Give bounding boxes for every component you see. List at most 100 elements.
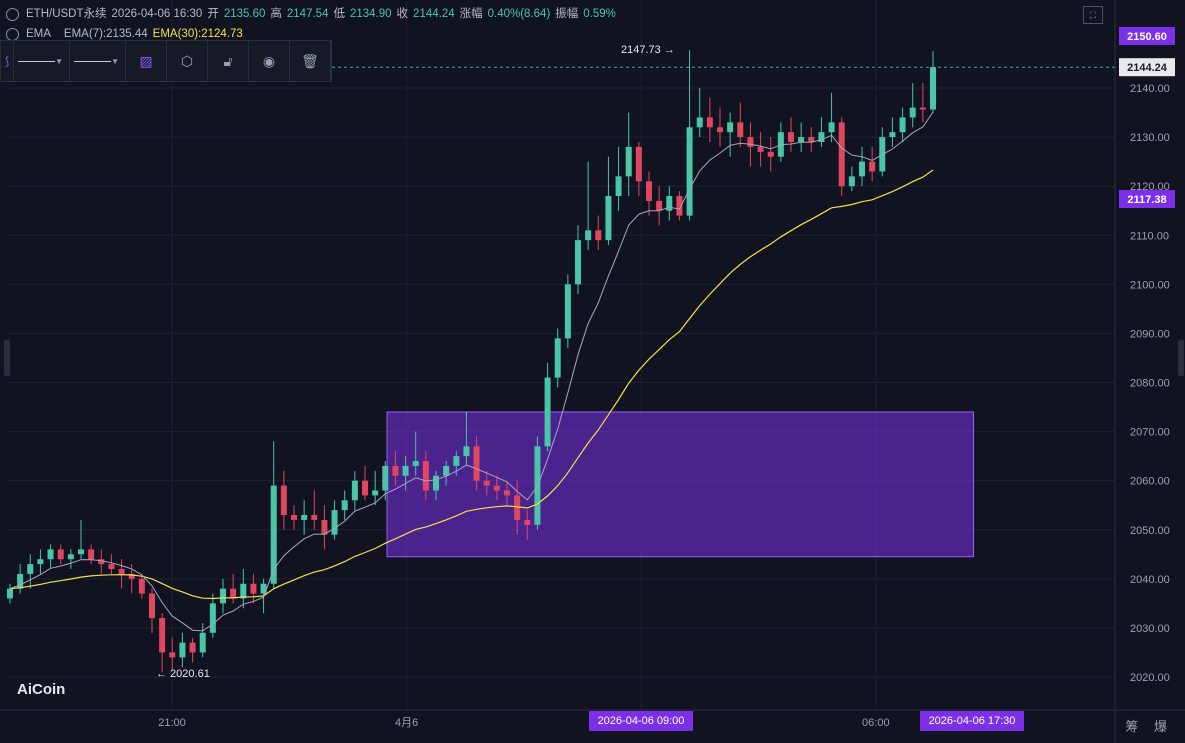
- chevron-down-icon: ▼: [55, 56, 63, 66]
- candle-body: [838, 122, 845, 187]
- candle-body: [128, 573, 135, 579]
- ema7-value: EMA(7):2135.44: [63, 28, 148, 40]
- candle-body: [118, 569, 125, 574]
- lock-icon[interactable]: 🔓︎: [208, 41, 249, 81]
- candle-body: [422, 461, 429, 491]
- y-tick-label: 2030.00: [1130, 623, 1170, 635]
- candle-body: [321, 519, 328, 535]
- candle-body: [57, 549, 64, 560]
- candle-body: [554, 338, 561, 378]
- candle-body: [483, 480, 490, 486]
- change-value: 0.40%(8.64): [487, 8, 551, 20]
- x-tick-label: 21:00: [158, 717, 186, 729]
- rect-top-price-tag-bg: [1119, 26, 1175, 45]
- candle-body: [635, 146, 642, 182]
- toolbar-drag-handle-icon[interactable]: ⟆: [1, 41, 14, 81]
- candle-body: [341, 500, 348, 511]
- drawing-toolbar: ⟆ ▼ ▼ ▨ ⬡ 🔓︎ ◉ 🗑︎: [0, 40, 332, 82]
- rect-bottom-price-tag: 2117.38: [1127, 194, 1166, 206]
- candle-body: [767, 151, 774, 157]
- candle-body: [818, 132, 825, 142]
- indicator-row: EMA EMA(7):2135.44 EMA(30):2124.73: [6, 24, 616, 44]
- fill-color-icon[interactable]: ▨: [126, 41, 167, 81]
- candle-body: [17, 573, 24, 589]
- candle-body: [706, 117, 713, 128]
- open-label: 开: [207, 8, 219, 20]
- candle-body: [149, 593, 155, 619]
- candle-body: [301, 515, 308, 520]
- indicator-name[interactable]: EMA: [26, 28, 51, 40]
- bottom-tool-icons[interactable]: 筹 爆: [1125, 719, 1173, 734]
- line-width-select[interactable]: ▼: [70, 41, 126, 81]
- y-tick-label: 2110.00: [1130, 230, 1169, 242]
- ohlc-row: ETH/USDT永续 2026-04-06 16:30 开 2135.60 高 21…: [6, 4, 616, 24]
- candle-body: [514, 495, 521, 520]
- delete-trash-icon[interactable]: 🗑︎: [290, 41, 331, 81]
- candle-body: [108, 564, 115, 570]
- candle-body: [250, 583, 257, 594]
- y-tick-label: 2060.00: [1130, 476, 1170, 488]
- candle-body: [88, 549, 95, 560]
- candle-body: [504, 490, 510, 496]
- rect-time-start-label: 2026-04-06 09:00: [589, 711, 693, 731]
- open-value: 2135.60: [223, 8, 266, 20]
- fullscreen-icon[interactable]: ⛶: [1083, 6, 1103, 24]
- candle-body: [585, 230, 592, 241]
- right-scroll-handle: [1178, 340, 1184, 376]
- candle-body: [37, 559, 44, 565]
- symbol-label[interactable]: ETH/USDT永续: [26, 8, 107, 20]
- candle-body: [382, 465, 389, 491]
- y-tick-label: 2090.00: [1130, 328, 1170, 340]
- candle-body: [899, 117, 906, 133]
- settings-icon[interactable]: ⬡: [167, 41, 208, 81]
- y-tick-label: 2040.00: [1130, 574, 1170, 586]
- candle-body: [564, 284, 571, 339]
- y-tick-label: 2140.00: [1130, 83, 1170, 95]
- candle-body: [656, 200, 663, 211]
- candle-body: [605, 195, 612, 241]
- candle-body: [189, 642, 196, 653]
- candle-body: [138, 578, 145, 594]
- high-value: 2147.54: [286, 8, 329, 20]
- candle-body: [392, 465, 399, 476]
- rect-bottom-price-tag-bg: [1119, 190, 1175, 209]
- low-annotation: ← 2020.61: [156, 668, 210, 680]
- range-rectangle-1: [386, 411, 975, 558]
- candle-body: [473, 446, 480, 481]
- low-label: 低: [333, 8, 345, 20]
- visibility-eye-icon[interactable]: ◉: [249, 41, 290, 81]
- current-price-tag: 2144.24: [1127, 62, 1168, 74]
- x-tick-label: 06:00: [862, 717, 890, 729]
- candle-body: [159, 618, 166, 653]
- candle-body: [443, 465, 450, 476]
- y-tick-label: 2020.00: [1130, 672, 1170, 684]
- candle-body: [412, 461, 419, 466]
- candle-body: [828, 122, 835, 133]
- logo-text: AiCoin: [17, 681, 66, 698]
- candle-body: [757, 146, 764, 152]
- candle-body: [47, 549, 54, 560]
- candle-body: [848, 176, 855, 187]
- candle-body: [209, 603, 216, 633]
- candle-body: [666, 195, 673, 211]
- candle-body: [544, 377, 551, 447]
- candle-body: [311, 515, 318, 520]
- candle-body: [270, 485, 277, 584]
- ema7-line: [9, 111, 934, 632]
- y-tick-label: 2100.00: [1130, 279, 1170, 291]
- left-scroll-handle: [4, 340, 10, 376]
- high-label: 高: [270, 8, 282, 20]
- bell-icon[interactable]: [6, 27, 19, 41]
- candle-body: [67, 554, 74, 560]
- candle-body: [493, 485, 500, 491]
- candle-body: [869, 161, 876, 172]
- candle-body: [788, 132, 794, 142]
- chevron-down-icon: ▼: [111, 56, 119, 66]
- candle-body: [524, 519, 531, 525]
- eye-toggle-icon[interactable]: [6, 7, 19, 21]
- line-style-select[interactable]: ▼: [14, 41, 70, 81]
- candle-body: [909, 107, 916, 118]
- candle-body: [747, 137, 754, 147]
- candle-body: [402, 465, 409, 476]
